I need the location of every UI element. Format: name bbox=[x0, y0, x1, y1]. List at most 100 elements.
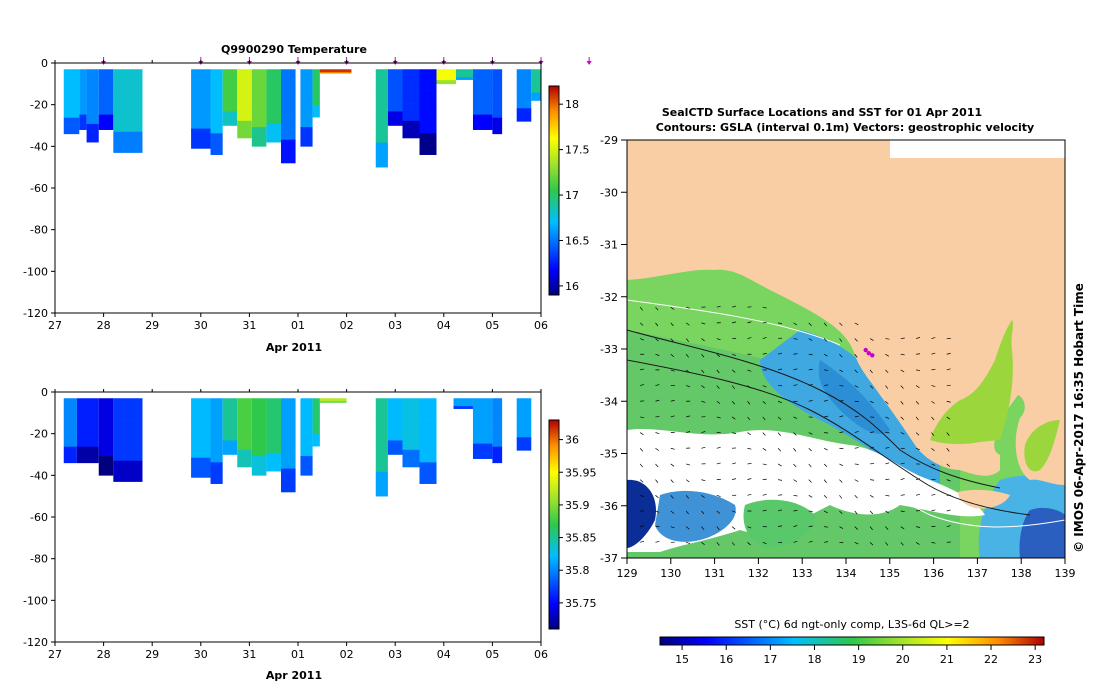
velocity-vector bbox=[854, 526, 858, 530]
temperature-profile-0 bbox=[63, 117, 80, 135]
velocity-vector bbox=[808, 368, 813, 371]
sst-patch-2 bbox=[743, 499, 815, 548]
temperature-profile-1 bbox=[79, 69, 87, 85]
temperature-profile-7 bbox=[222, 69, 238, 84]
temperature-x-tick-label: 06 bbox=[534, 319, 548, 332]
velocity-vector bbox=[701, 446, 706, 449]
velocity-vector bbox=[946, 400, 951, 403]
velocity-vector bbox=[839, 322, 843, 326]
velocity-vector bbox=[716, 400, 721, 404]
velocity-vector bbox=[778, 352, 783, 355]
velocity-vector bbox=[747, 369, 752, 372]
temperature-y-tick-label: -100 bbox=[23, 265, 48, 278]
velocity-vector bbox=[670, 463, 675, 467]
velocity-vector bbox=[793, 525, 798, 527]
velocity-vector bbox=[900, 353, 905, 356]
sst-cb-tick-label: 22 bbox=[984, 653, 998, 666]
salinity-profile-9 bbox=[266, 416, 281, 436]
velocity-vector bbox=[686, 385, 691, 388]
velocity-vector bbox=[916, 369, 921, 372]
gsla-contour-1 bbox=[627, 329, 1001, 489]
velocity-vector bbox=[778, 494, 783, 496]
velocity-vector bbox=[670, 526, 675, 529]
temperature-x-label: Apr 2011 bbox=[266, 341, 322, 354]
salinity-profile-16 bbox=[402, 449, 420, 468]
velocity-vector bbox=[701, 322, 706, 325]
salinity-cb-tick-label: 36 bbox=[565, 434, 579, 447]
velocity-vector bbox=[685, 510, 689, 515]
temperature-profile-14 bbox=[319, 71, 352, 73]
velocity-vector bbox=[869, 542, 874, 546]
salinity-profile-13 bbox=[319, 398, 347, 400]
temperature-profile-1 bbox=[79, 114, 87, 130]
temperature-profile-16 bbox=[387, 111, 403, 126]
velocity-vector bbox=[777, 416, 782, 420]
velocity-vector bbox=[747, 542, 751, 546]
velocity-vector bbox=[885, 526, 889, 530]
salinity-x-axis: 27 28 29 30 31 01 02 03 04 05 06 bbox=[48, 389, 548, 661]
velocity-vector bbox=[701, 338, 705, 342]
temperature-y-tick-label: -80 bbox=[30, 224, 48, 237]
velocity-vector bbox=[946, 432, 950, 436]
salinity-profile-1 bbox=[76, 414, 99, 431]
velocity-vector bbox=[747, 432, 751, 436]
salinity-x-tick-label: 06 bbox=[534, 648, 548, 661]
velocity-vector bbox=[655, 353, 660, 356]
velocity-vector bbox=[900, 385, 904, 389]
salinity-profile-7 bbox=[237, 432, 252, 451]
salinity-x-tick-label: 05 bbox=[485, 648, 499, 661]
velocity-vector bbox=[732, 478, 737, 480]
velocity-vector bbox=[946, 416, 951, 420]
velocity-vector bbox=[931, 385, 936, 387]
salinity-cb-tick-label: 35.85 bbox=[565, 532, 597, 545]
velocity-vector bbox=[870, 479, 875, 481]
velocity-vector bbox=[732, 321, 737, 324]
temperature-profile-9 bbox=[251, 127, 267, 147]
temperature-y-tick-label: -40 bbox=[30, 140, 48, 153]
sst-patch-1 bbox=[655, 490, 736, 542]
temperature-profile-0 bbox=[63, 85, 80, 102]
velocity-vector bbox=[900, 401, 904, 405]
geostrophic-vectors bbox=[639, 305, 951, 546]
temperature-profile-6 bbox=[210, 69, 223, 91]
temperature-profile-22 bbox=[492, 69, 503, 86]
salinity-profile-17 bbox=[419, 462, 437, 484]
temperature-profile-3 bbox=[98, 69, 114, 85]
sst-cb-tick-label: 20 bbox=[896, 653, 910, 666]
velocity-vector bbox=[931, 337, 936, 339]
velocity-vector bbox=[885, 542, 889, 546]
velocity-vector bbox=[639, 463, 643, 468]
velocity-vector bbox=[854, 322, 859, 326]
velocity-vector bbox=[854, 479, 859, 482]
temperature-profile-22 bbox=[492, 101, 503, 118]
velocity-vector bbox=[716, 369, 720, 374]
salinity-profile-17 bbox=[419, 440, 437, 463]
salinity-profile-9 bbox=[266, 452, 281, 472]
salinity-profile-13 bbox=[319, 400, 347, 402]
salinity-profile-3 bbox=[113, 419, 143, 441]
velocity-vector bbox=[777, 400, 782, 404]
velocity-vector bbox=[639, 322, 644, 326]
lon-tick-label: 135 bbox=[879, 567, 900, 580]
velocity-vector bbox=[869, 494, 874, 498]
temperature-profile-2 bbox=[86, 69, 99, 88]
velocity-vector bbox=[685, 338, 689, 342]
velocity-vector bbox=[747, 478, 752, 480]
velocity-vector bbox=[885, 447, 890, 449]
temperature-profile-24 bbox=[531, 92, 541, 101]
temperature-profile-14 bbox=[319, 69, 352, 71]
velocity-vector bbox=[854, 415, 859, 418]
salinity-profile-0 bbox=[63, 414, 77, 431]
salinity-profile-2 bbox=[98, 398, 114, 418]
salinity-x-tick-label: 01 bbox=[291, 648, 305, 661]
velocity-vector bbox=[747, 493, 752, 496]
velocity-vector bbox=[824, 541, 829, 543]
temperature-cb-tick-label: 17 bbox=[565, 189, 579, 202]
salinity-profile-12 bbox=[312, 398, 320, 411]
copyright-label: © IMOS 06-Apr-2017 16:35 Hobart Time bbox=[1072, 283, 1086, 553]
salinity-profile-20 bbox=[492, 446, 503, 464]
lon-tick-label: 137 bbox=[967, 567, 988, 580]
map-missing-corner bbox=[890, 140, 1065, 158]
salinity-profile-15 bbox=[387, 426, 403, 441]
velocity-vector bbox=[915, 542, 920, 545]
